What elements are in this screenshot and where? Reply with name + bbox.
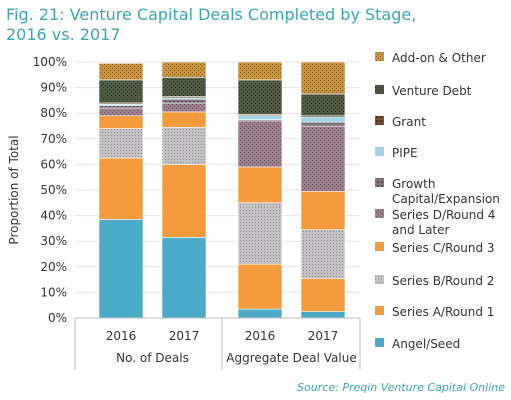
stacked-bar-2 (238, 62, 282, 318)
bar-segment-series-c-round-3 (238, 167, 282, 203)
source-note: Source: Preqin Venture Capital Online (297, 381, 505, 394)
bar-segment-series-c-round-3 (162, 112, 206, 127)
y-tick-label: 10% (40, 285, 67, 299)
bar-segment-venture-debt (99, 80, 143, 103)
y-tick-label: 70% (40, 132, 67, 146)
bar-segment-series-d-round-4-and-later (238, 121, 282, 167)
legend-item-series-b-round-2: Series B/Round 2 (375, 274, 494, 288)
bar-segment-venture-debt (301, 94, 345, 116)
legend-label: Add-on & Other (392, 51, 486, 65)
legend-item-angel-seed: Angel/Seed (375, 337, 460, 351)
legend-swatch (375, 306, 384, 315)
legend-label: and Later (392, 223, 450, 237)
x-tick-label: 2016 (245, 329, 276, 343)
chart-title: Fig. 21: Venture Capital Deals Completed… (6, 5, 416, 44)
stacked-bar-0 (99, 63, 143, 318)
legend-item-series-c-round-3: Series C/Round 3 (375, 241, 495, 255)
legend-label: Series A/Round 1 (392, 305, 494, 319)
legend-swatch (375, 52, 384, 61)
bar-segment-angel-seed (238, 309, 282, 318)
legend-label: Growth (392, 177, 435, 191)
legend-swatch (375, 147, 384, 156)
legend-swatch (375, 116, 384, 125)
bar-segment-series-c-round-3 (99, 116, 143, 129)
stacked-bar-3 (301, 62, 345, 318)
y-tick-label: 90% (40, 81, 67, 95)
y-tick-label: 40% (40, 209, 67, 223)
y-tick-label: 100% (33, 55, 67, 69)
x-group-label: Aggregate Deal Value (226, 351, 356, 365)
bar-segment-add-on-other (162, 62, 206, 77)
legend-item-pipe: PIPE (375, 146, 418, 160)
stacked-bar-1 (162, 62, 206, 318)
y-axis-ticks: 0% 10% 20% 30% 40% 50% 60% 70% 80% 90% 100% (33, 55, 67, 325)
legend-label: Series C/Round 3 (392, 241, 495, 255)
x-tick-label: 2017 (308, 329, 339, 343)
legend-swatch (375, 338, 384, 347)
x-axis: 2016 2017 2016 2017 No. of Deals Aggregate De… (75, 318, 360, 370)
legend-swatch (375, 275, 384, 284)
bar-segment-series-d-round-4-and-later (99, 108, 143, 116)
x-group-label: No. of Deals (116, 351, 189, 365)
bar-segment-series-b-round-2 (301, 230, 345, 279)
bar-segment-venture-debt (238, 80, 282, 115)
legend-label: PIPE (392, 146, 418, 160)
legend-swatch (375, 242, 384, 251)
bar-segment-series-a-round-1 (162, 164, 206, 237)
bar-segment-series-a-round-1 (238, 264, 282, 309)
bar-segment-angel-seed (301, 312, 345, 318)
bar-segment-series-d-round-4-and-later (162, 103, 206, 112)
chart-title-line-1: Fig. 21: Venture Capital Deals Completed… (6, 5, 416, 24)
y-tick-label: 0% (48, 311, 67, 325)
y-tick-label: 20% (40, 260, 67, 274)
legend-label: Series D/Round 4 (392, 208, 495, 222)
bar-segment-angel-seed (162, 237, 206, 318)
bar-segment-series-c-round-3 (301, 191, 345, 229)
x-tick-label: 2016 (106, 329, 137, 343)
bar-segment-pipe (301, 117, 345, 122)
bar-segment-add-on-other (99, 63, 143, 80)
bar-segment-venture-debt (162, 77, 206, 96)
y-tick-label: 80% (40, 106, 67, 120)
bar-segment-growth-capital-expansion (301, 122, 345, 126)
bar-segment-add-on-other (238, 62, 282, 80)
legend-label: Grant (392, 115, 426, 129)
legend-item-grant: Grant (375, 115, 426, 129)
legend-label: Series B/Round 2 (392, 274, 494, 288)
legend-item-add-on-other: Add-on & Other (375, 51, 486, 65)
bar-segment-series-b-round-2 (238, 203, 282, 264)
bar-segment-add-on-other (301, 62, 345, 94)
legend-item-venture-debt: Venture Debt (375, 84, 472, 98)
bar-segment-growth-capital-expansion (162, 99, 206, 103)
legend-swatch (375, 209, 384, 218)
bar-segment-series-b-round-2 (99, 129, 143, 158)
bar-segment-pipe (238, 116, 282, 120)
legend: Add-on & Other Venture Debt Grant PIPE Growt… (375, 51, 500, 351)
legend-item-series-a-round-1: Series A/Round 1 (375, 305, 494, 319)
legend-label: Venture Debt (392, 84, 472, 98)
chart-title-line-2: 2016 vs. 2017 (6, 25, 121, 44)
bar-segment-series-a-round-1 (99, 158, 143, 219)
y-tick-label: 50% (40, 183, 67, 197)
legend-label: Angel/Seed (392, 337, 460, 351)
legend-label: Capital/Expansion (392, 192, 500, 206)
y-axis-label: Proportion of Total (7, 135, 21, 244)
bar-segment-angel-seed (99, 219, 143, 318)
y-tick-label: 60% (40, 157, 67, 171)
bar-segment-series-d-round-4-and-later (301, 126, 345, 191)
bar-segment-series-b-round-2 (162, 127, 206, 164)
legend-swatch (375, 178, 384, 187)
y-tick-label: 30% (40, 234, 67, 248)
bar-segment-series-a-round-1 (301, 278, 345, 311)
bar-segment-growth-capital-expansion (99, 106, 143, 109)
legend-swatch (375, 85, 384, 94)
x-tick-label: 2017 (169, 329, 200, 343)
